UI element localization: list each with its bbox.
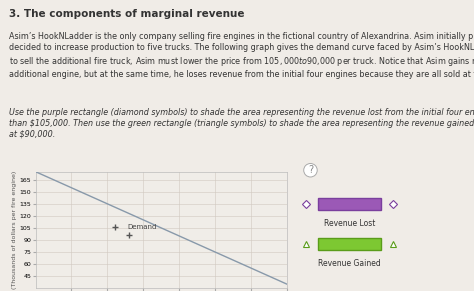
Text: Use the purple rectangle (diamond symbols) to shade the area representing the re: Use the purple rectangle (diamond symbol…: [9, 108, 474, 139]
Text: ?: ?: [308, 165, 313, 175]
Y-axis label: (Thousands of dollars per fire engine): (Thousands of dollars per fire engine): [12, 171, 17, 289]
Text: Demand: Demand: [127, 224, 156, 230]
FancyBboxPatch shape: [318, 238, 381, 250]
Text: Revenue Gained: Revenue Gained: [318, 259, 381, 268]
Text: Asim’s HookNLadder is the only company selling fire engines in the fictional cou: Asim’s HookNLadder is the only company s…: [9, 32, 474, 79]
Text: Revenue Lost: Revenue Lost: [324, 219, 375, 228]
FancyBboxPatch shape: [318, 198, 381, 210]
Text: 3. The components of marginal revenue: 3. The components of marginal revenue: [9, 9, 245, 19]
